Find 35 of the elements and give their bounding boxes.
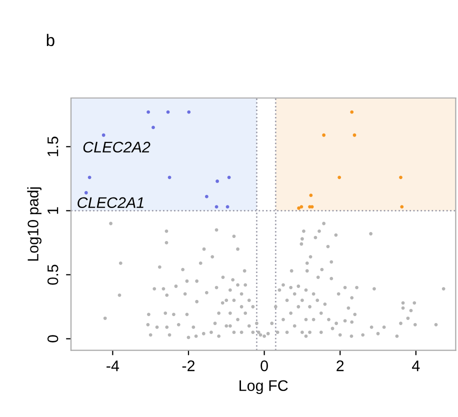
y-tick-label: 1.5 [48,136,58,156]
y-tick-label: 0.5 [47,264,58,285]
point [152,126,155,130]
point [168,176,172,180]
point [322,133,326,137]
point [300,205,304,209]
y-axis-title: Log10 padj [27,187,42,261]
x-tick-label: 0 [260,360,268,372]
point [102,133,106,137]
point [88,176,92,180]
point [297,206,300,210]
point [187,110,191,114]
point [399,176,402,180]
y-tick-label: 0 [47,335,58,342]
point [400,205,404,209]
y-tick-label: 1 [48,207,58,214]
x-axis-title: Log FC [240,380,288,394]
point [204,194,208,198]
point [309,194,313,198]
point [214,205,218,209]
point [227,176,231,180]
point [226,205,230,209]
annotation: CLEC2A1 [78,197,144,208]
annotation: CLEC2A2 [83,142,150,153]
x-tick-label: -2 [182,360,195,372]
point [216,180,219,183]
point [84,191,88,194]
point [352,133,356,137]
x-tick-label: 4 [412,360,420,372]
text: b [46,34,54,46]
point [146,110,150,114]
x-tick-label: -4 [106,360,120,372]
point [350,110,354,114]
point [338,176,342,180]
x-tick-label: 2 [336,360,344,372]
